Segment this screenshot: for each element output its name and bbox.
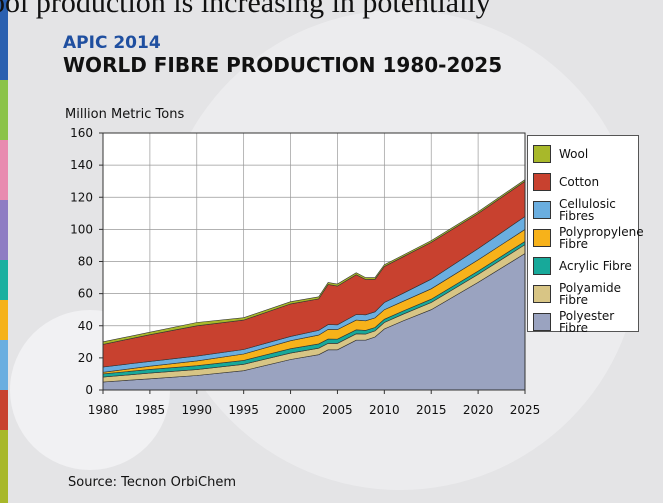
x-tick-label: 2000 — [275, 403, 306, 417]
y-tick-label: 60 — [78, 287, 93, 301]
x-tick-label: 1990 — [182, 403, 213, 417]
legend-label: Polypropylene Fibre — [559, 225, 644, 251]
x-tick-label: 2020 — [463, 403, 494, 417]
legend-swatch — [533, 313, 551, 331]
legend-swatch — [533, 285, 551, 303]
y-tick-label: 20 — [78, 351, 93, 365]
y-tick-label: 80 — [78, 255, 93, 269]
chart-supertitle: APIC 2014 — [63, 33, 161, 53]
cut-header: ool production is increasing in potentia… — [0, 0, 491, 19]
y-tick-label: 140 — [70, 158, 93, 172]
legend-item: Cotton — [533, 168, 638, 196]
legend-item: Polyamide Fibre — [533, 280, 638, 308]
y-tick-label: 0 — [85, 383, 93, 397]
chart-title: WORLD FIBRE PRODUCTION 1980-2025 — [63, 53, 502, 77]
plot-frame — [102, 132, 526, 391]
side-strip — [0, 80, 8, 140]
legend-label: Acrylic Fibre — [559, 259, 632, 273]
legend: Wool Cotton Cellulosic Fibres Polypropylene… — [527, 135, 644, 334]
x-tick-label: 2005 — [322, 403, 353, 417]
legend-label: Cellulosic Fibres — [559, 197, 616, 223]
side-strip — [0, 140, 8, 200]
side-strip — [0, 390, 8, 430]
legend-item: Cellulosic Fibres — [533, 196, 638, 224]
side-strip — [0, 300, 8, 340]
legend-item: Wool — [533, 140, 638, 168]
legend-swatch — [533, 145, 551, 163]
x-tick-label: 1980 — [88, 403, 119, 417]
legend-swatch — [533, 257, 551, 275]
side-strip — [0, 0, 8, 80]
x-tick-label: 2010 — [369, 403, 400, 417]
x-tick-label: 2015 — [416, 403, 447, 417]
legend-label: Wool — [559, 147, 589, 161]
y-tick-label: 120 — [70, 190, 93, 204]
legend-item: Polyester Fibre — [533, 308, 638, 336]
x-tick-label: 2025 — [510, 403, 541, 417]
y-tick-label: 100 — [70, 222, 93, 236]
legend-item: Polypropylene Fibre — [533, 224, 644, 252]
legend-swatch — [533, 229, 551, 247]
legend-swatch — [533, 201, 551, 219]
legend-swatch — [533, 173, 551, 191]
side-strip — [0, 260, 8, 300]
side-strip — [0, 340, 8, 390]
legend-label: Cotton — [559, 175, 600, 189]
legend-label: Polyamide Fibre — [559, 281, 621, 307]
y-tick-label: 160 — [70, 126, 93, 140]
legend-item: Acrylic Fibre — [533, 252, 638, 280]
y-axis-label: Million Metric Tons — [65, 107, 184, 122]
source-note: Source: Tecnon OrbiChem — [68, 475, 236, 490]
x-tick-label: 1995 — [228, 403, 259, 417]
y-tick-label: 40 — [78, 319, 93, 333]
side-strip — [0, 200, 8, 260]
x-tick-label: 1985 — [135, 403, 166, 417]
legend-label: Polyester Fibre — [559, 309, 615, 335]
side-strip — [0, 430, 8, 503]
